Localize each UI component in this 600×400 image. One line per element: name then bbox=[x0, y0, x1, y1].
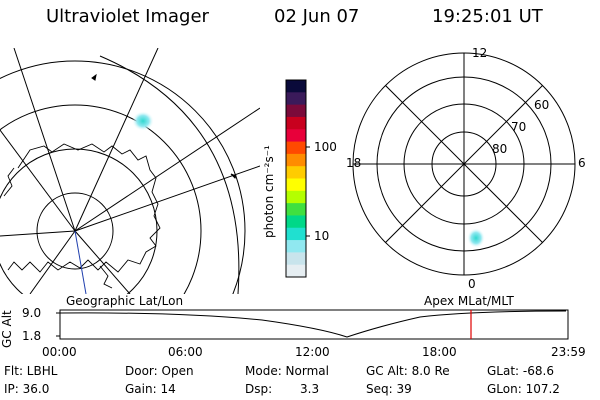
colorbar-frame bbox=[285, 79, 307, 278]
info-gain: Gain: 14 bbox=[125, 382, 176, 396]
left-panel-caption: Geographic Lat/Lon bbox=[66, 294, 184, 308]
timeline-ylabel: GC Alt bbox=[0, 310, 14, 348]
info-filter: Flt: LBHL bbox=[4, 364, 58, 378]
timeline-xtick: 12:00 bbox=[295, 345, 330, 359]
geographic-map bbox=[0, 48, 260, 294]
colorbar-swatch bbox=[286, 80, 306, 93]
info-ip: IP: 36.0 bbox=[4, 382, 50, 396]
timeline-xtick: 18:00 bbox=[422, 345, 457, 359]
aurora-spot bbox=[132, 111, 154, 131]
lat-circle bbox=[0, 60, 246, 294]
meridian bbox=[74, 230, 131, 294]
mlt-dial bbox=[352, 52, 576, 276]
colorbar-swatch bbox=[286, 153, 306, 167]
colorbar-swatch bbox=[286, 190, 306, 204]
mlt-label-6: 6 bbox=[578, 156, 586, 170]
timeline-xtick: 00:00 bbox=[42, 345, 77, 359]
colorbar-swatch bbox=[286, 141, 306, 155]
colorbar-swatch bbox=[286, 116, 306, 130]
colorbar-swatch bbox=[286, 178, 306, 192]
info-dsp-label: Dsp: bbox=[245, 382, 273, 396]
horizon-arc bbox=[99, 55, 240, 294]
timeline-ytick-1.8: 1.8 bbox=[22, 329, 42, 343]
colorbar-tick-label-10: 10 bbox=[314, 229, 330, 243]
meridian bbox=[0, 230, 76, 237]
colorbar-swatch bbox=[286, 264, 306, 278]
arrow-mark bbox=[91, 73, 97, 81]
info-seq: Seq: 39 bbox=[366, 382, 412, 396]
altitude-curve bbox=[59, 310, 567, 338]
coastline-island bbox=[3, 167, 15, 197]
info-gc-alt: GC Alt: 8.0 Re bbox=[366, 364, 450, 378]
mlat-label-60: 60 bbox=[534, 98, 550, 112]
colorbar-swatch bbox=[286, 227, 306, 241]
mlat-label-80: 80 bbox=[492, 142, 508, 156]
info-door: Door: Open bbox=[125, 364, 194, 378]
info-glon: GLon: 107.2 bbox=[487, 382, 560, 396]
altitude-plot-frame bbox=[59, 309, 569, 340]
aurora-spot-mlt bbox=[467, 228, 485, 248]
image-time: 19:25:01 UT bbox=[432, 6, 543, 27]
colorbar-swatch bbox=[286, 240, 306, 253]
info-dsp-value: 3.3 bbox=[300, 382, 320, 396]
arrow-mark bbox=[230, 173, 237, 179]
colorbar-label: photon cm⁻²s⁻¹ bbox=[262, 145, 276, 238]
colorbar-swatch bbox=[286, 166, 306, 179]
colorbar-tick-label-100: 100 bbox=[314, 140, 337, 154]
right-panel-caption: Apex MLat/MLT bbox=[424, 294, 514, 308]
lat-circle bbox=[0, 104, 202, 294]
meridian bbox=[29, 230, 76, 294]
meridian bbox=[13, 48, 76, 232]
mlat-label-70: 70 bbox=[511, 120, 527, 134]
info-mode: Mode: Normal bbox=[245, 364, 329, 378]
meridian bbox=[74, 107, 260, 232]
mlt-label-12: 12 bbox=[472, 46, 488, 60]
coastline bbox=[7, 143, 161, 273]
meridian bbox=[0, 129, 76, 232]
timeline-ytick-9: 9.0 bbox=[22, 306, 42, 320]
mlt-label-18: 18 bbox=[346, 156, 362, 170]
mlt-label-0: 0 bbox=[468, 277, 476, 291]
image-title: Ultraviolet Imager bbox=[46, 6, 209, 27]
colorbar-swatch bbox=[286, 129, 306, 143]
mlt-diagonal bbox=[353, 53, 575, 275]
timeline-xtick: 23:59 bbox=[551, 345, 586, 359]
lat-circle bbox=[36, 192, 114, 270]
colorbar-swatch bbox=[286, 203, 306, 216]
timeline-xtick: 06:00 bbox=[168, 345, 203, 359]
meridian bbox=[74, 165, 260, 232]
meridian bbox=[74, 48, 159, 232]
colorbar-swatch bbox=[286, 92, 306, 106]
colorbar-swatch bbox=[286, 252, 306, 266]
lat-circle bbox=[0, 148, 158, 294]
image-date: 02 Jun 07 bbox=[274, 6, 360, 27]
ground-track bbox=[74, 230, 87, 294]
info-glat: GLat: -68.6 bbox=[487, 364, 554, 378]
colorbar-swatch bbox=[286, 215, 306, 229]
colorbar bbox=[286, 80, 306, 278]
peninsula bbox=[99, 265, 113, 289]
colorbar-swatch bbox=[286, 104, 306, 118]
